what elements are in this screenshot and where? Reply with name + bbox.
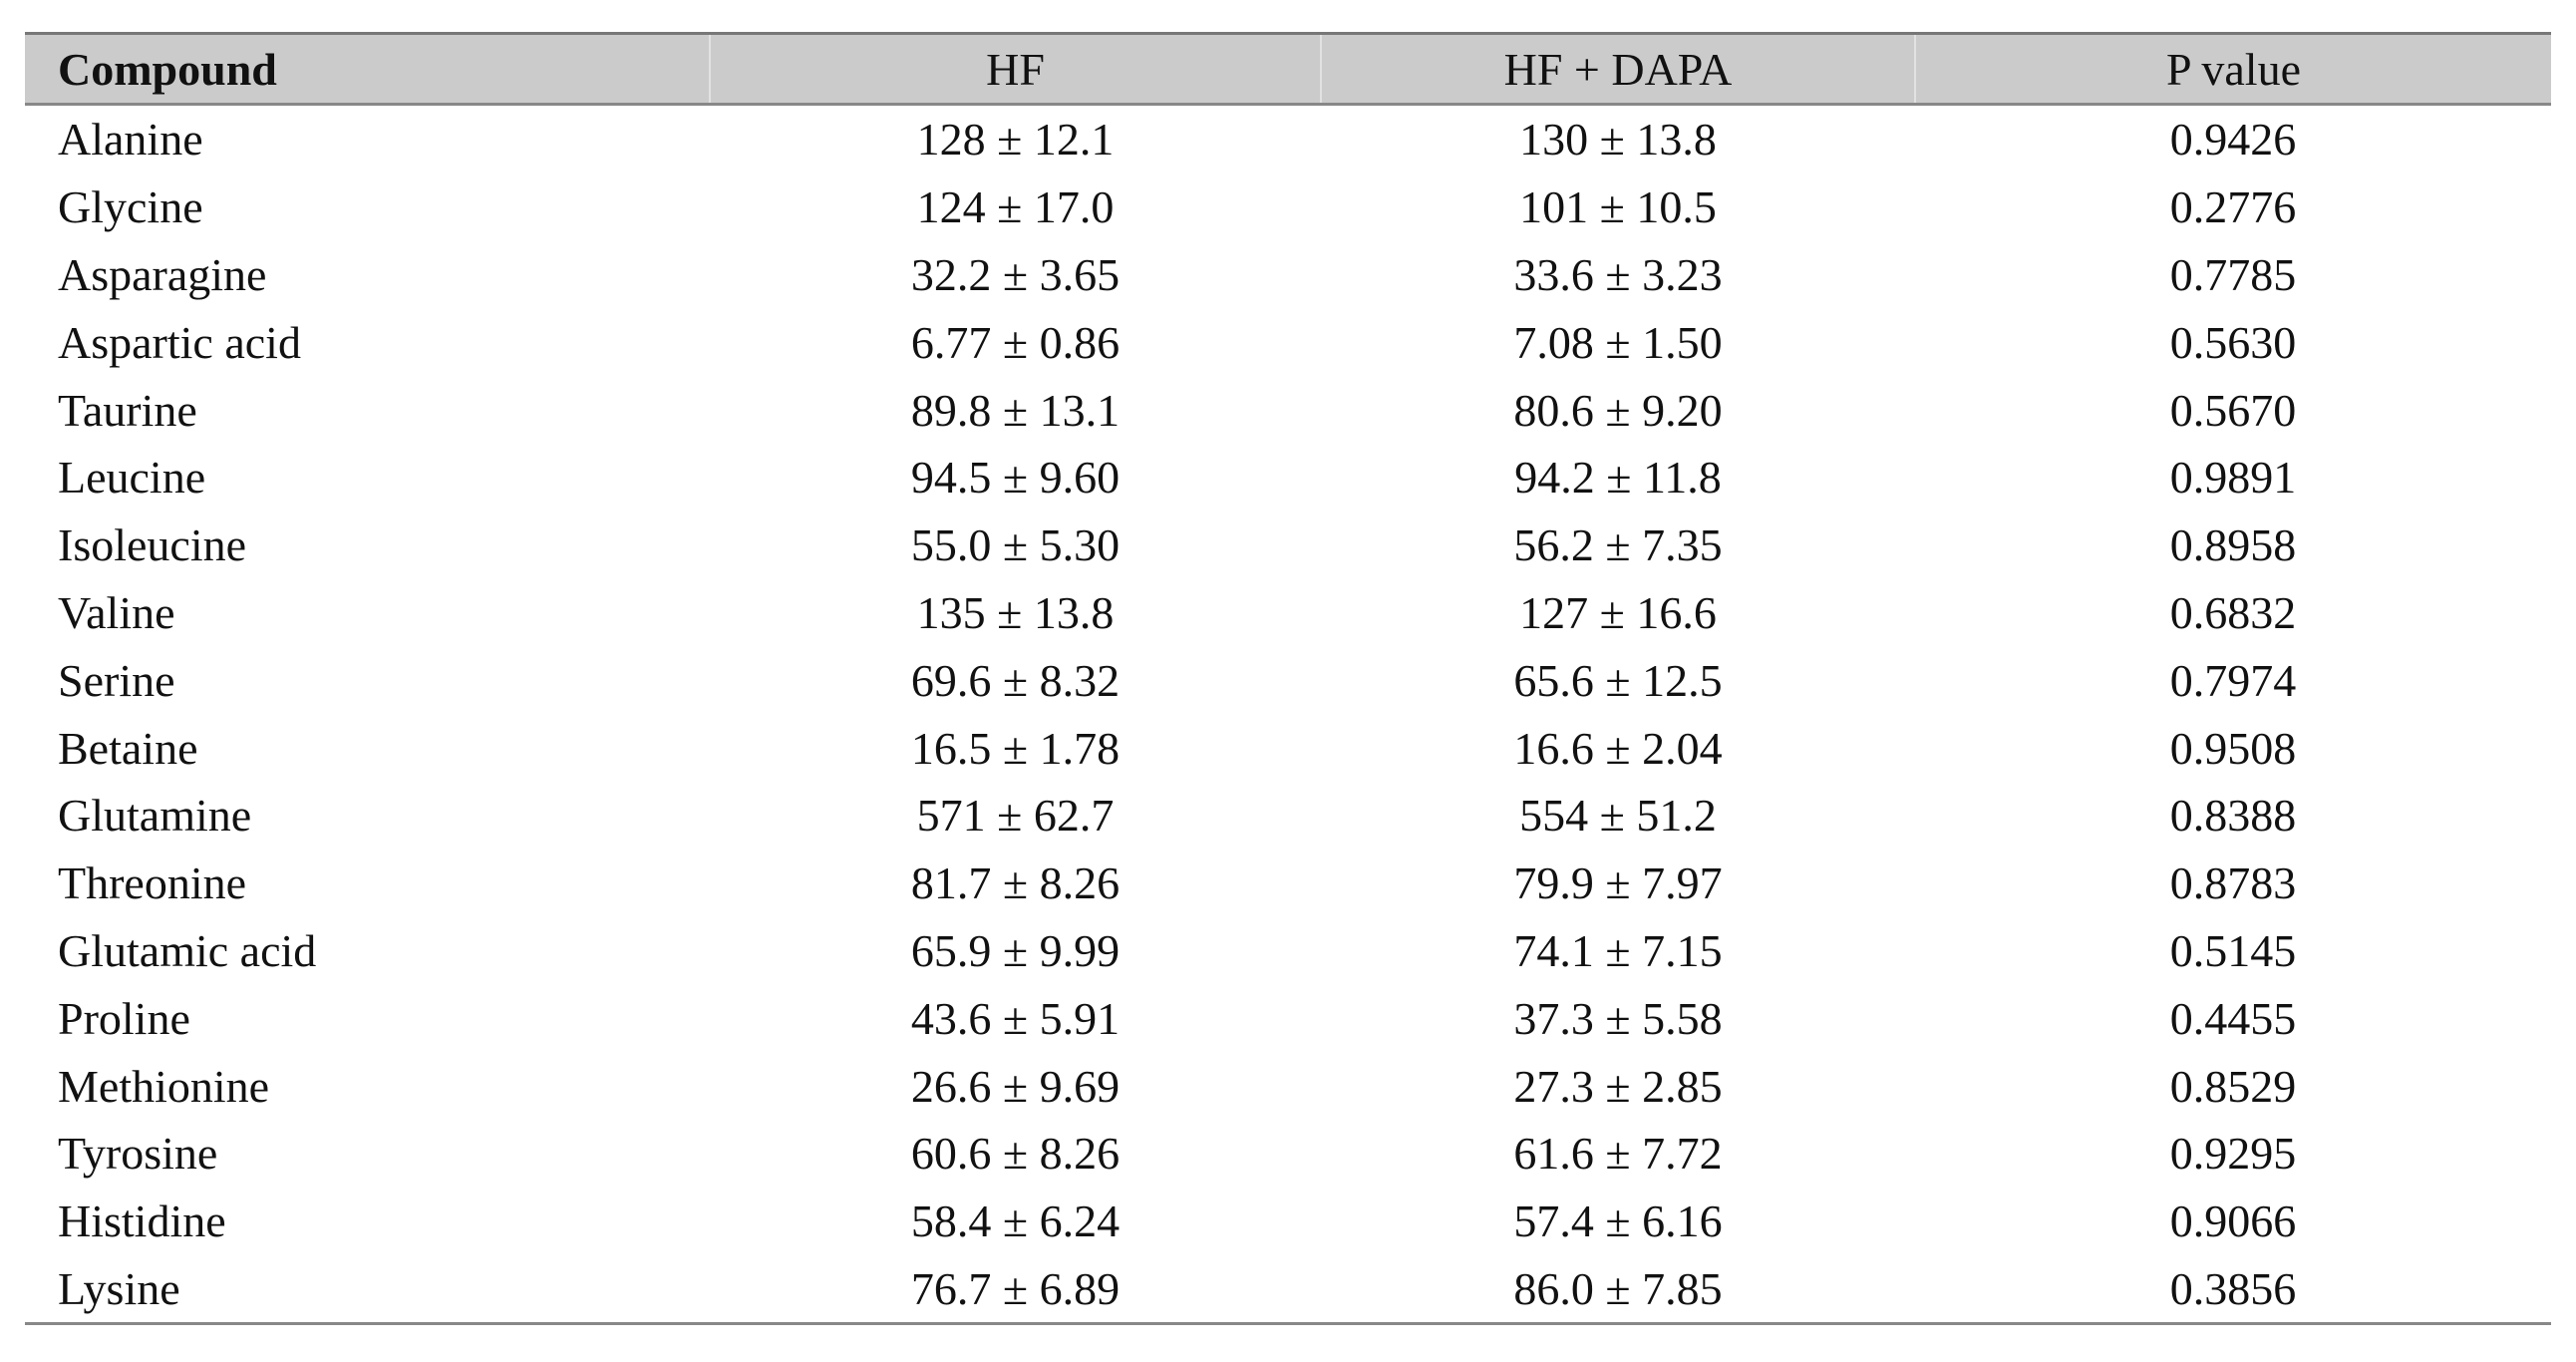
- value-cell: 0.8958: [2169, 519, 2297, 571]
- value-cell: 0.9508: [2169, 722, 2297, 774]
- value-cell: 16.5 ± 1.78: [910, 722, 1121, 774]
- value-cell: 69.6 ± 8.32: [910, 654, 1121, 706]
- table-row: Asparagine 32.2 ± 3.65 33.6 ± 3.23 0.7785: [25, 241, 2551, 309]
- compound-cell: Leucine: [58, 452, 206, 504]
- value-cell: 94.5 ± 9.60: [910, 452, 1121, 504]
- compound-cell: Aspartic acid: [58, 316, 301, 368]
- value-cell: 56.2 ± 7.35: [1513, 519, 1723, 571]
- value-cell: 58.4 ± 6.24: [910, 1195, 1121, 1247]
- value-cell: 76.7 ± 6.89: [910, 1262, 1121, 1314]
- value-cell: 26.6 ± 9.69: [910, 1060, 1121, 1112]
- value-cell: 27.3 ± 2.85: [1513, 1060, 1723, 1112]
- compound-cell: Methionine: [58, 1060, 270, 1112]
- compound-cell: Glycine: [58, 181, 203, 233]
- table-row: Glutamine 571 ± 62.7 554 ± 51.2 0.8388: [25, 782, 2551, 850]
- compound-cell: Histidine: [58, 1195, 226, 1247]
- value-cell: 571 ± 62.7: [916, 790, 1115, 842]
- compound-cell: Isoleucine: [58, 519, 247, 571]
- table-row: Alanine 128 ± 12.1 130 ± 13.8 0.9426: [25, 105, 2551, 173]
- value-cell: 79.9 ± 7.97: [1513, 857, 1723, 909]
- value-cell: 0.6832: [2169, 586, 2297, 638]
- value-cell: 0.9891: [2169, 452, 2297, 504]
- table-row: Tyrosine 60.6 ± 8.26 61.6 ± 7.72 0.9295: [25, 1120, 2551, 1188]
- value-cell: 6.77 ± 0.86: [910, 316, 1121, 368]
- value-cell: 55.0 ± 5.30: [910, 519, 1121, 571]
- table-row: Valine 135 ± 13.8 127 ± 16.6 0.6832: [25, 579, 2551, 647]
- value-cell: 0.5630: [2169, 316, 2297, 368]
- value-cell: 127 ± 16.6: [1519, 586, 1717, 638]
- data-table: Compound HF HF + DAPA P value Alanine 128 ± …: [25, 32, 2551, 1325]
- value-cell: 0.7785: [2169, 248, 2297, 300]
- value-cell: 0.5670: [2169, 384, 2297, 436]
- value-cell: 65.6 ± 12.5: [1513, 654, 1723, 706]
- value-cell: 61.6 ± 7.72: [1513, 1128, 1723, 1180]
- table-row: Isoleucine 55.0 ± 5.30 56.2 ± 7.35 0.8958: [25, 511, 2551, 579]
- table-row: Glutamic acid 65.9 ± 9.99 74.1 ± 7.15 0.514…: [25, 917, 2551, 985]
- value-cell: 135 ± 13.8: [916, 586, 1115, 638]
- header-cell: HF + DAPA: [1320, 33, 1915, 105]
- table-row: Histidine 58.4 ± 6.24 57.4 ± 6.16 0.9066: [25, 1188, 2551, 1255]
- value-cell: 7.08 ± 1.50: [1513, 316, 1723, 368]
- table-row: Threonine 81.7 ± 8.26 79.9 ± 7.97 0.8783: [25, 850, 2551, 917]
- table-row: Leucine 94.5 ± 9.60 94.2 ± 11.8 0.9891: [25, 444, 2551, 511]
- table-body: Alanine 128 ± 12.1 130 ± 13.8 0.9426 Glycine…: [25, 105, 2551, 1324]
- compound-cell: Lysine: [58, 1262, 180, 1314]
- value-cell: 89.8 ± 13.1: [910, 384, 1121, 436]
- table-row: Betaine 16.5 ± 1.78 16.6 ± 2.04 0.9508: [25, 714, 2551, 782]
- compound-cell: Betaine: [58, 722, 198, 774]
- value-cell: 0.7974: [2169, 654, 2297, 706]
- compound-cell: Tyrosine: [58, 1128, 218, 1180]
- table-row: Taurine 89.8 ± 13.1 80.6 ± 9.20 0.5670: [25, 376, 2551, 444]
- table-header: Compound HF HF + DAPA P value: [25, 33, 2551, 105]
- value-cell: 32.2 ± 3.65: [910, 248, 1121, 300]
- table-row: Methionine 26.6 ± 9.69 27.3 ± 2.85 0.8529: [25, 1052, 2551, 1120]
- value-cell: 60.6 ± 8.26: [910, 1128, 1121, 1180]
- value-cell: 128 ± 12.1: [916, 114, 1115, 166]
- value-cell: 124 ± 17.0: [916, 181, 1115, 233]
- table-row: Glycine 124 ± 17.0 101 ± 10.5 0.2776: [25, 173, 2551, 241]
- compound-cell: Asparagine: [58, 248, 267, 300]
- value-cell: 554 ± 51.2: [1519, 790, 1717, 842]
- compound-cell: Glutamic acid: [58, 924, 317, 976]
- value-cell: 81.7 ± 8.26: [910, 857, 1121, 909]
- value-cell: 80.6 ± 9.20: [1513, 384, 1723, 436]
- value-cell: 0.3856: [2169, 1262, 2297, 1314]
- value-cell: 0.2776: [2169, 181, 2297, 233]
- compound-cell: Valine: [58, 586, 175, 638]
- value-cell: 33.6 ± 3.23: [1513, 248, 1723, 300]
- value-cell: 101 ± 10.5: [1519, 181, 1717, 233]
- value-cell: 0.5145: [2169, 924, 2297, 976]
- value-cell: 94.2 ± 11.8: [1514, 452, 1722, 504]
- compound-cell: Threonine: [58, 857, 247, 909]
- value-cell: 16.6 ± 2.04: [1513, 722, 1723, 774]
- compound-cell: Serine: [58, 654, 175, 706]
- value-cell: 0.8783: [2169, 857, 2297, 909]
- header-cell: P value: [1914, 33, 2551, 105]
- header-cell: HF: [709, 33, 1321, 105]
- value-cell: 57.4 ± 6.16: [1513, 1195, 1723, 1247]
- compound-cell: Taurine: [58, 384, 197, 436]
- value-cell: 0.9066: [2169, 1195, 2297, 1247]
- value-cell: 43.6 ± 5.91: [910, 992, 1121, 1044]
- value-cell: 0.8388: [2169, 790, 2297, 842]
- value-cell: 86.0 ± 7.85: [1513, 1262, 1723, 1314]
- value-cell: 65.9 ± 9.99: [910, 924, 1121, 976]
- value-cell: 0.9295: [2169, 1128, 2297, 1180]
- table-row: Proline 43.6 ± 5.91 37.3 ± 5.58 0.4455: [25, 984, 2551, 1052]
- table-row: Aspartic acid 6.77 ± 0.86 7.08 ± 1.50 0.563…: [25, 308, 2551, 376]
- value-cell: 37.3 ± 5.58: [1513, 992, 1723, 1044]
- value-cell: 74.1 ± 7.15: [1513, 924, 1723, 976]
- compound-cell: Proline: [58, 992, 190, 1044]
- header-cell: Compound: [58, 43, 277, 95]
- compound-cell: Glutamine: [58, 790, 252, 842]
- header-row: Compound HF HF + DAPA P value: [25, 33, 2551, 105]
- value-cell: 0.4455: [2169, 992, 2297, 1044]
- table-row: Serine 69.6 ± 8.32 65.6 ± 12.5 0.7974: [25, 646, 2551, 714]
- compound-cell: Alanine: [58, 114, 203, 166]
- value-cell: 0.9426: [2169, 114, 2297, 166]
- value-cell: 130 ± 13.8: [1519, 114, 1717, 166]
- table-row: Lysine 76.7 ± 6.89 86.0 ± 7.85 0.3856: [25, 1255, 2551, 1324]
- value-cell: 0.8529: [2169, 1060, 2297, 1112]
